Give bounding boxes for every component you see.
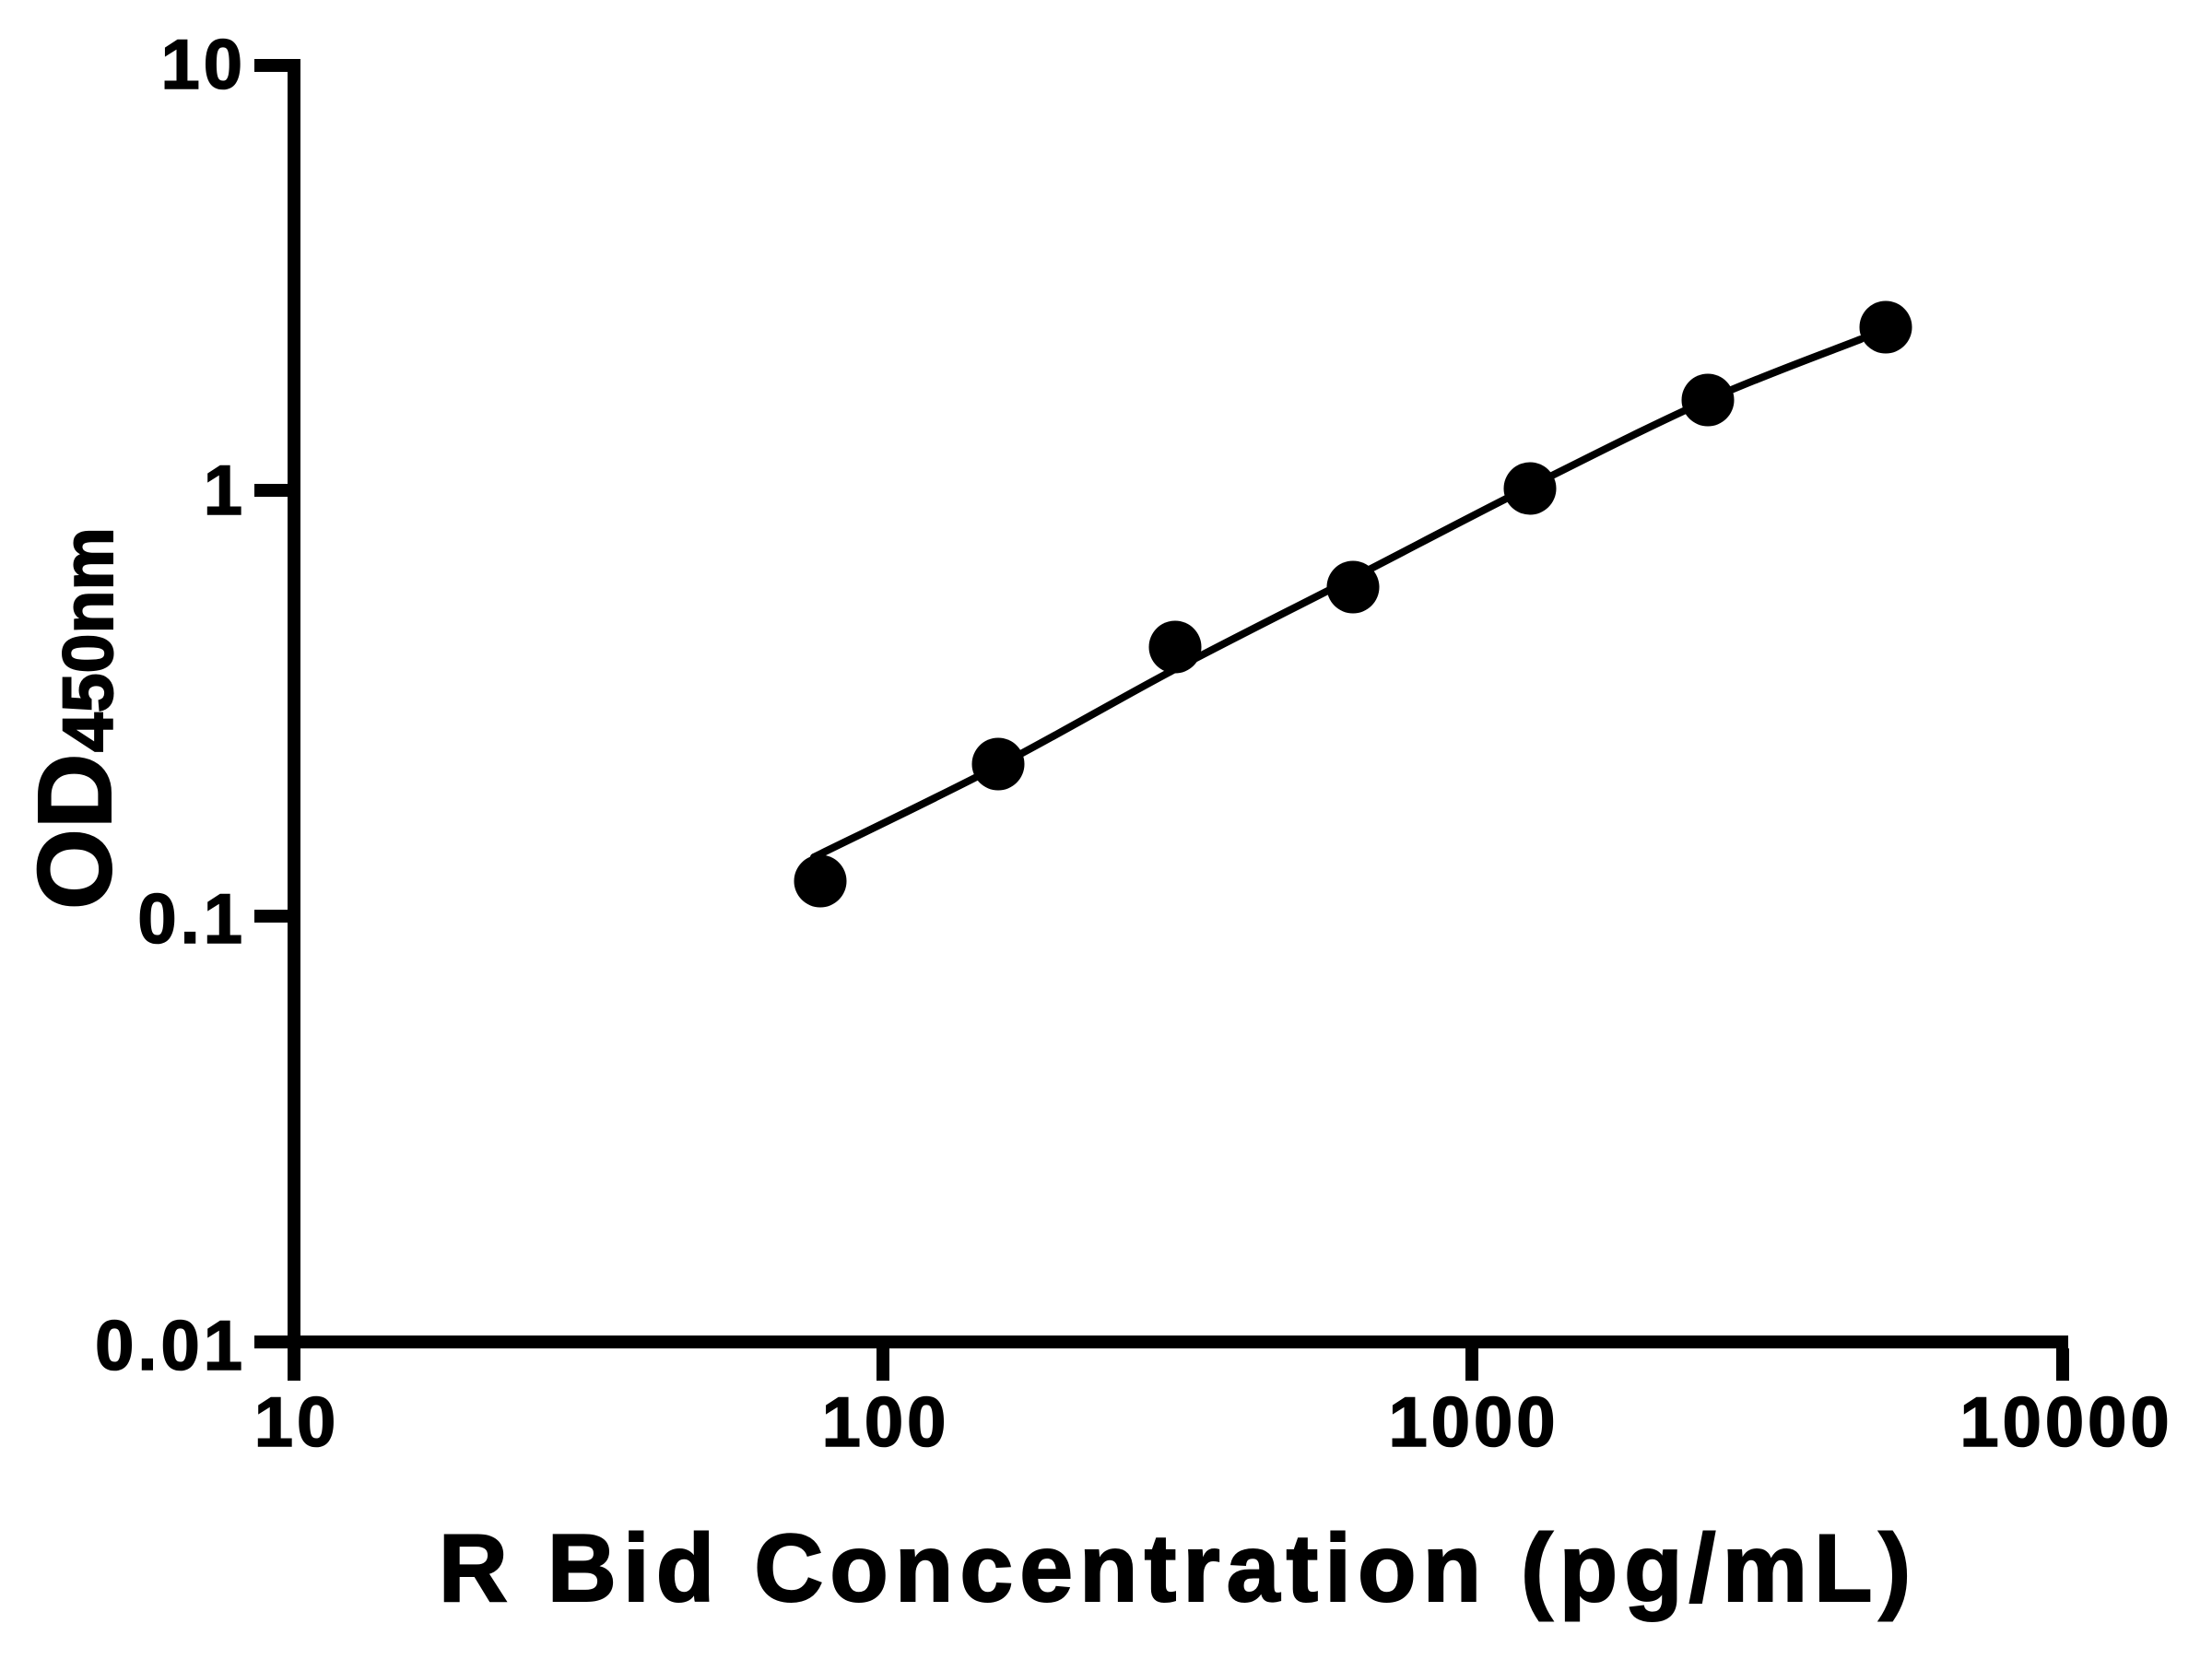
svg-text:1000: 1000 [1388, 1383, 1559, 1462]
svg-text:10: 10 [254, 1383, 340, 1462]
svg-text:100: 100 [822, 1383, 950, 1462]
svg-text:1: 1 [204, 452, 246, 530]
svg-text:10: 10 [160, 26, 246, 104]
svg-text:0.1: 0.1 [137, 880, 246, 959]
svg-text:R Bid Concentration (pg/mL): R Bid Concentration (pg/mL) [439, 1515, 1917, 1622]
svg-text:10000: 10000 [1959, 1383, 2172, 1462]
svg-text:0.01: 0.01 [95, 1307, 246, 1385]
svg-text:OD450nm: OD450nm [17, 527, 133, 910]
